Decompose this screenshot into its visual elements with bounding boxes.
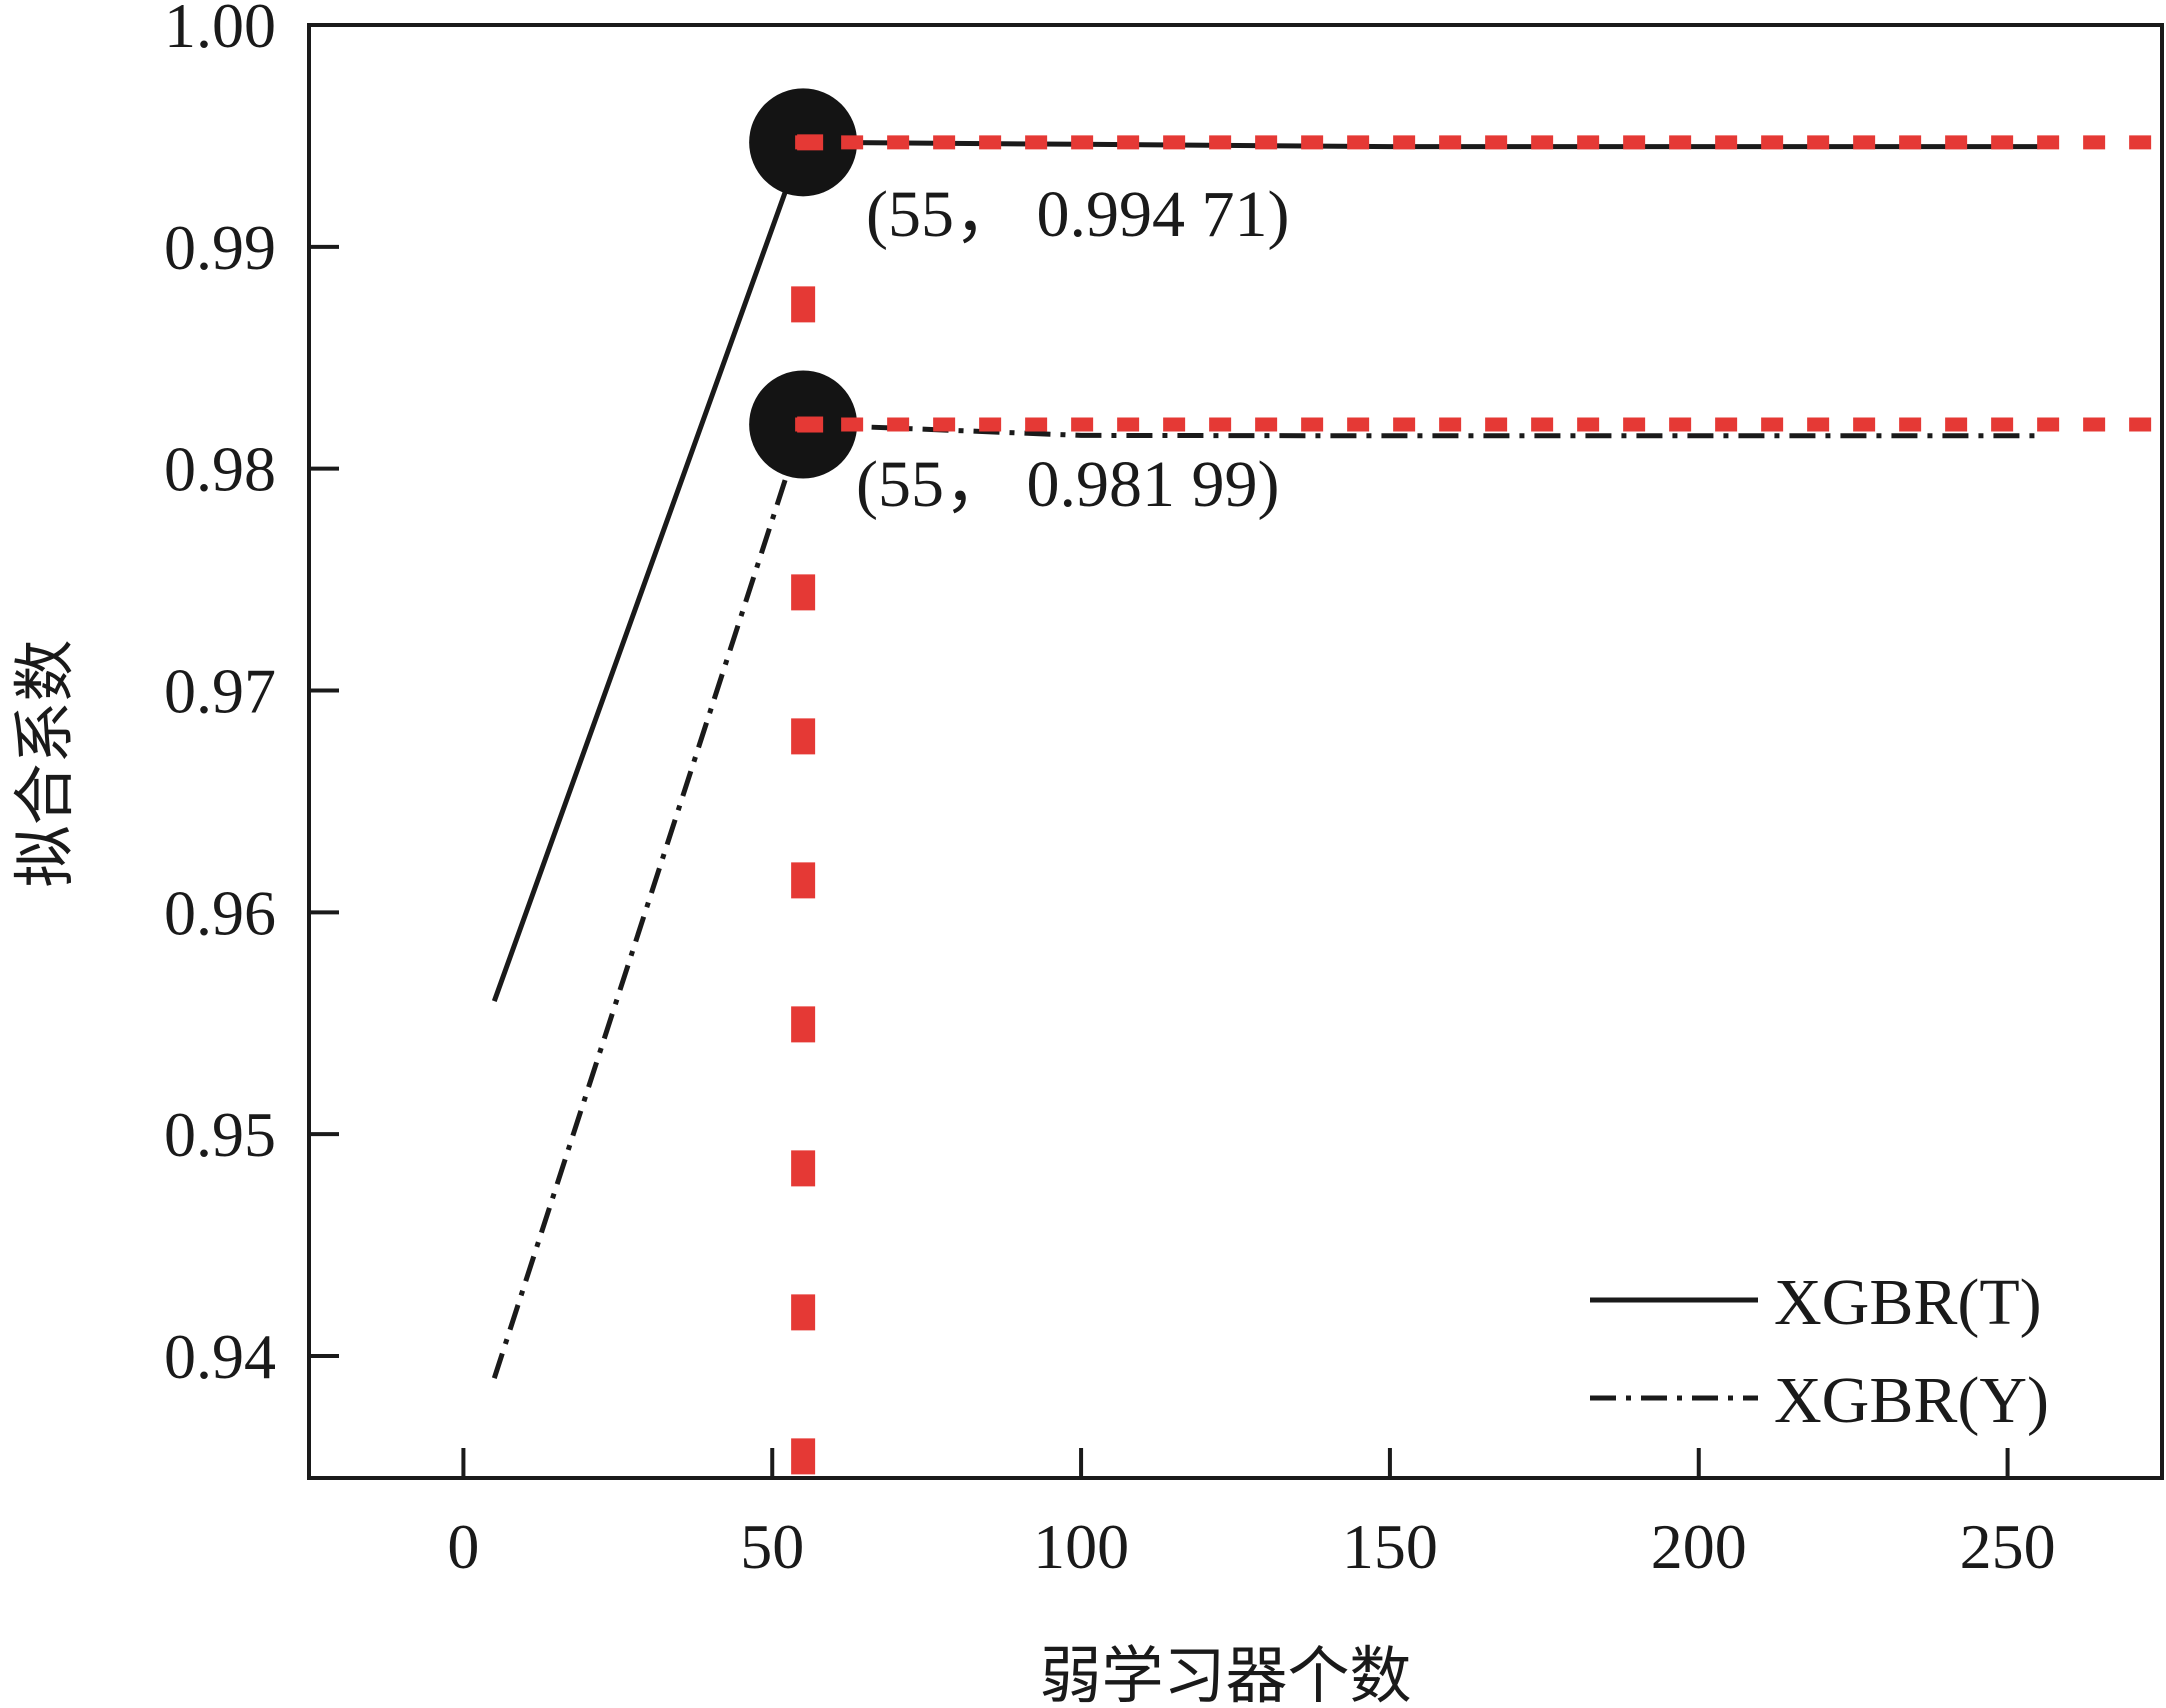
x-axis-title: 弱学习器个数 xyxy=(1039,1639,1411,1708)
y-tick-label: 0.95 xyxy=(164,1099,276,1170)
x-tick-label: 200 xyxy=(1651,1511,1747,1582)
series-line-2 xyxy=(491,422,2039,1379)
legend: XGBR(T) XGBR(Y) xyxy=(1590,1266,2049,1437)
x-tick-label: 150 xyxy=(1342,1511,1438,1582)
reference-lines-top xyxy=(795,134,2160,433)
y-axis-title: 拟合系数 xyxy=(8,639,81,887)
highlight-annotation-1: (55， 0.994 71) xyxy=(866,178,1289,251)
y-tick-label: 0.97 xyxy=(164,655,276,726)
x-tick-label: 0 xyxy=(447,1511,479,1582)
annotations: (55， 0.994 71) (55， 0.981 99) xyxy=(856,178,1289,521)
series-line-1 xyxy=(491,139,2039,1002)
highlight-annotation-2: (55， 0.981 99) xyxy=(856,448,1279,521)
x-tick-label: 50 xyxy=(740,1511,804,1582)
x-tick-label: 100 xyxy=(1033,1511,1129,1582)
plot-frame xyxy=(307,23,2164,1480)
y-tick-label: 0.98 xyxy=(164,434,276,505)
y-tick-label: 1.00 xyxy=(164,0,276,61)
legend-label-2: XGBR(Y) xyxy=(1774,1364,2049,1437)
y-tick-label: 0.94 xyxy=(164,1321,276,1392)
y-tick-label: 0.96 xyxy=(164,877,276,948)
legend-label-1: XGBR(T) xyxy=(1774,1266,2042,1339)
highlight-center-mark-1 xyxy=(797,134,824,151)
y-tick-label: 0.99 xyxy=(164,212,276,283)
series-lines xyxy=(491,139,2039,1379)
highlight-center-mark-2 xyxy=(797,416,824,433)
x-tick-label: 250 xyxy=(1960,1511,2056,1582)
axes: 0 50 100 150 200 250 0.94 0.95 0.96 0.97 0.98 0.99 1… xyxy=(8,0,2164,1708)
